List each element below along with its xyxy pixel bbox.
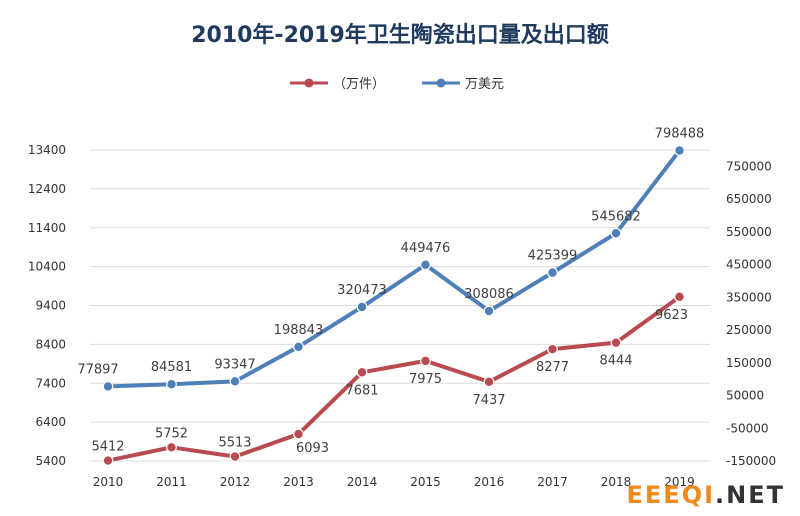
x-axis-tick-label: 2016 bbox=[474, 475, 505, 489]
series-red-point bbox=[229, 451, 241, 463]
legend-label-blue: 万美元 bbox=[465, 77, 504, 92]
series-blue-point bbox=[547, 267, 558, 279]
series-blue-point bbox=[483, 305, 495, 317]
data-label-blue: 93347 bbox=[214, 357, 255, 372]
series-blue-point bbox=[356, 301, 368, 313]
series-red-point bbox=[166, 441, 177, 453]
data-label-blue: 449476 bbox=[401, 241, 451, 256]
right-axis-tick-label: 150000 bbox=[726, 356, 772, 370]
right-axis-tick-label: 50000 bbox=[726, 389, 764, 403]
left-axis-tick-label: 11400 bbox=[28, 221, 66, 235]
series-blue bbox=[102, 145, 685, 392]
left-axis-tick-label: 9400 bbox=[35, 299, 66, 313]
x-axis-tick-label: 2013 bbox=[283, 475, 314, 489]
x-axis: 2010 2011 2012 2013 2014 2015 2016 2017 2018 2019 bbox=[93, 475, 695, 489]
left-axis-tick-label: 7400 bbox=[35, 376, 66, 390]
left-axis-tick-label: 12400 bbox=[28, 182, 66, 196]
series-red-point bbox=[102, 455, 114, 466]
data-label-red: 5412 bbox=[91, 440, 124, 455]
data-label-red: 8444 bbox=[599, 354, 632, 369]
x-axis-tick-label: 2012 bbox=[220, 475, 251, 489]
legend-label-red: （万件） bbox=[333, 77, 385, 92]
left-axis-tick-label: 13400 bbox=[28, 143, 66, 157]
right-axis-tick-label: 250000 bbox=[726, 323, 772, 337]
legend-item-red: （万件） bbox=[290, 77, 385, 92]
series-red bbox=[102, 291, 685, 466]
x-axis-tick-label: 2019 bbox=[664, 475, 695, 489]
data-labels: 5412 5752 5513 6093 7681 7975 7437 8277 8444 9623… bbox=[77, 126, 704, 456]
data-label-blue: 545682 bbox=[591, 209, 641, 224]
right-axis-tick-label: -50000 bbox=[726, 421, 769, 435]
watermark-dark-part: .NET bbox=[715, 481, 785, 509]
series-red-point bbox=[356, 366, 368, 378]
right-axis-tick-label: 650000 bbox=[726, 192, 772, 206]
right-axis-tick-label: 450000 bbox=[726, 258, 772, 272]
left-axis-tick-label: 8400 bbox=[35, 337, 66, 351]
legend-swatch-blue-marker bbox=[436, 78, 446, 88]
legend-swatch-red-marker bbox=[304, 78, 314, 88]
series-blue-point bbox=[420, 259, 431, 271]
data-label-red: 6093 bbox=[296, 441, 329, 456]
series-red-line bbox=[106, 294, 682, 463]
series-blue-point bbox=[293, 341, 304, 353]
series-red-point bbox=[420, 355, 431, 367]
data-label-blue: 425399 bbox=[528, 249, 578, 264]
data-label-red: 8277 bbox=[536, 360, 569, 375]
right-axis-tick-label: -150000 bbox=[726, 454, 776, 468]
data-label-blue: 198843 bbox=[274, 323, 324, 338]
data-label-red: 5513 bbox=[218, 436, 251, 451]
series-blue-point bbox=[610, 227, 622, 239]
series-red-point bbox=[674, 291, 685, 303]
left-y-axis: 5400 6400 7400 8400 9400 10400 11400 12400 13400 bbox=[28, 143, 66, 468]
right-axis-tick-label: 350000 bbox=[726, 290, 772, 304]
data-label-blue: 798488 bbox=[655, 126, 705, 141]
series-layer bbox=[102, 145, 685, 466]
x-axis-tick-label: 2011 bbox=[156, 475, 187, 489]
data-label-blue: 320473 bbox=[337, 283, 387, 298]
series-blue-point bbox=[674, 145, 685, 156]
series-red-point bbox=[610, 337, 622, 349]
x-axis-tick-label: 2017 bbox=[537, 475, 568, 489]
data-label-red: 5752 bbox=[155, 426, 188, 441]
data-label-red: 7975 bbox=[409, 372, 442, 387]
data-label-blue: 84581 bbox=[151, 360, 192, 375]
data-label-red: 7681 bbox=[345, 383, 378, 398]
x-axis-tick-label: 2015 bbox=[410, 475, 441, 489]
legend-item-blue: 万美元 bbox=[422, 77, 504, 92]
right-axis-tick-label: 750000 bbox=[726, 159, 772, 173]
left-axis-tick-label: 6400 bbox=[35, 415, 66, 429]
x-axis-tick-label: 2014 bbox=[347, 475, 378, 489]
x-axis-tick-label: 2010 bbox=[93, 475, 124, 489]
data-label-red: 7437 bbox=[472, 393, 505, 408]
data-label-blue: 308086 bbox=[464, 287, 514, 302]
left-axis-tick-label: 10400 bbox=[28, 260, 66, 274]
x-axis-tick-label: 2018 bbox=[601, 475, 632, 489]
watermark: EEEQI.NET bbox=[627, 481, 785, 509]
right-axis-tick-label: 550000 bbox=[726, 225, 772, 239]
data-label-blue: 77897 bbox=[77, 362, 118, 377]
series-red-point bbox=[547, 343, 558, 355]
series-blue-line bbox=[106, 148, 682, 389]
series-red-point bbox=[483, 376, 495, 388]
watermark-orange-part: EEEQI bbox=[627, 481, 716, 509]
left-axis-tick-label: 5400 bbox=[35, 454, 66, 468]
legend: （万件） 万美元 bbox=[290, 77, 504, 92]
gridlines bbox=[90, 149, 710, 462]
series-blue-point bbox=[102, 380, 114, 392]
series-blue-point bbox=[166, 378, 177, 390]
series-blue-point bbox=[229, 375, 241, 387]
chart-title: 2010年-2019年卫生陶瓷出口量及出口额 bbox=[191, 22, 609, 48]
right-y-axis: -150000 -50000 50000 150000 250000 350000 4500… bbox=[726, 159, 776, 468]
data-label-red: 9623 bbox=[655, 308, 688, 323]
series-red-point bbox=[293, 428, 304, 440]
